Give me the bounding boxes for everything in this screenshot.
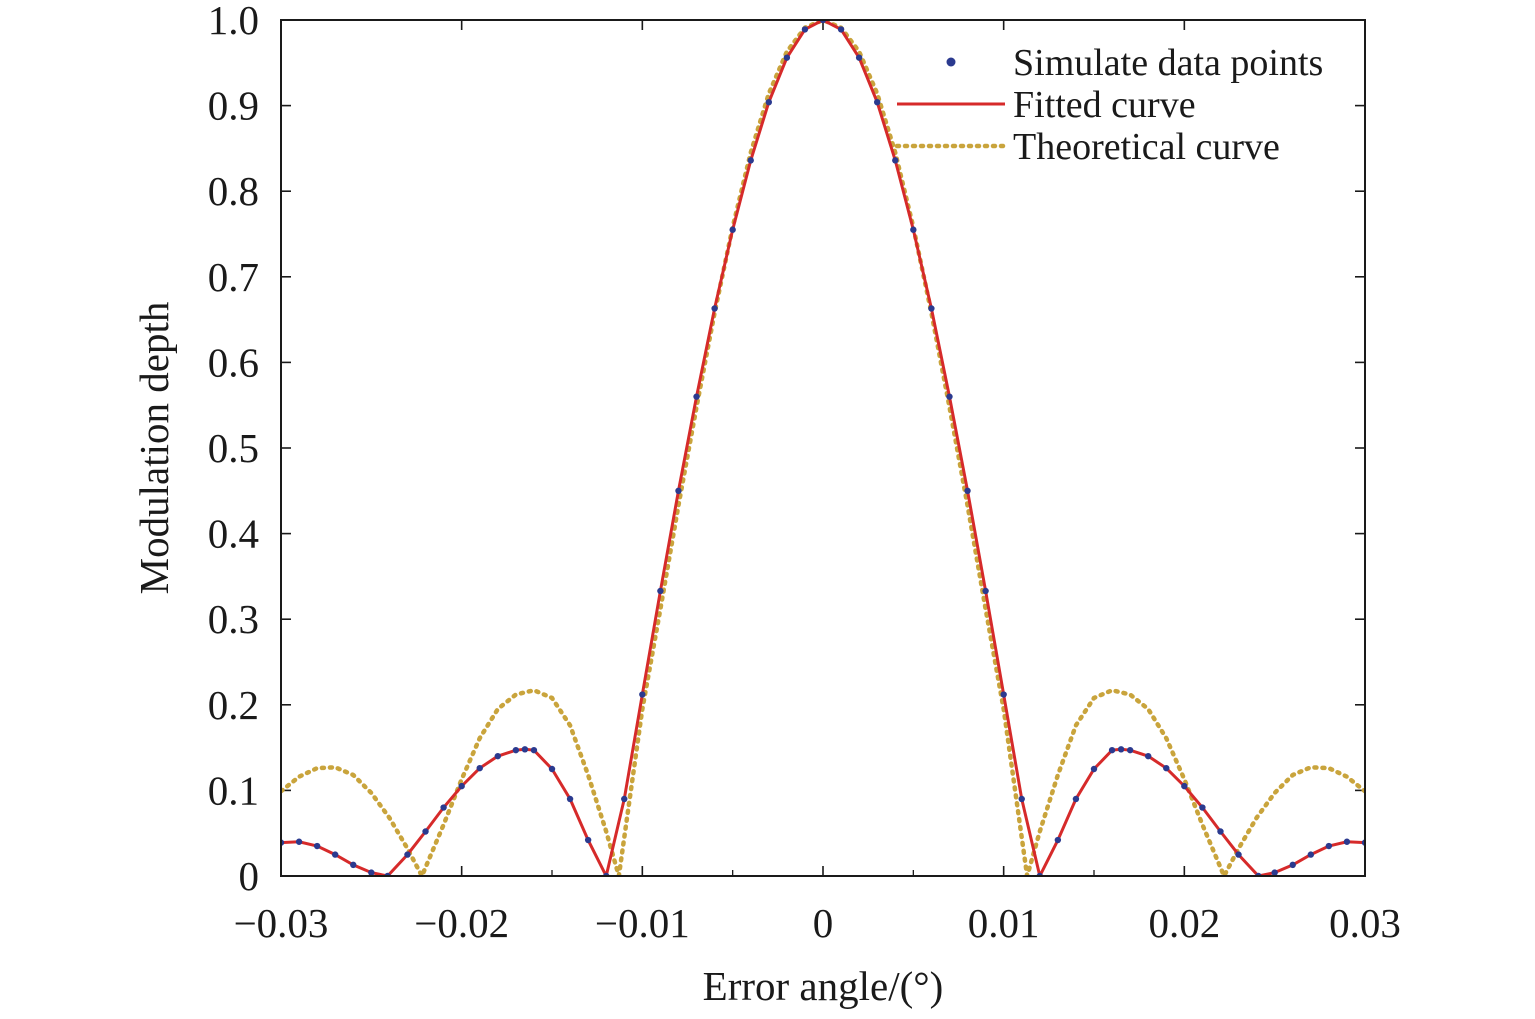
simulate-data-point [639,691,646,698]
y-tick-label: 0.6 [208,339,259,385]
simulate-data-point [1018,795,1025,803]
simulate-data-point [837,26,845,33]
simulate-data-point [1307,851,1315,858]
simulate-data-point [1343,838,1351,845]
x-tick-label: −0.01 [595,900,690,946]
simulate-data-point [675,487,682,494]
simulate-data-point [1181,782,1188,790]
simulate-data-point [964,487,971,494]
legend-marker-simulate [946,57,956,67]
simulate-data-point [1163,764,1170,772]
simulate-data-point [874,98,881,106]
simulate-data-point [855,54,863,61]
legend-label: Fitted curve [1013,84,1196,126]
simulate-data-point [566,795,574,803]
series-group [281,20,1365,876]
simulate-data-point [693,393,700,400]
y-tick-label: 0.1 [208,767,259,813]
frame-group [280,19,1366,877]
plot-frame [280,19,1366,877]
simulate-data-point [350,861,357,869]
simulate-data-point [928,305,935,312]
x-tick-label: −0.03 [234,900,329,946]
x-tick-label: 0 [813,900,834,946]
simulate-data-point [892,157,899,164]
y-tick-label: 1.0 [208,0,259,43]
y-tick-label: 0.7 [208,254,259,300]
simulate-data-point [512,746,520,754]
simulate-data-point [1126,746,1134,754]
simulate-data-point [440,804,447,811]
simulate-data-point [729,226,736,233]
simulate-data-point [1235,851,1242,858]
simulate-data-point [765,98,772,106]
y-tick-label: 0.5 [208,425,259,471]
simulate-data-point [982,587,989,595]
simulate-data-point [1217,828,1224,835]
simulate-data-point [368,869,375,876]
simulate-data-point [657,587,664,595]
simulate-data-point [313,842,321,850]
fitted-curve-line [281,20,1365,876]
simulate-data-point [946,393,953,400]
y-axis-title: Modulation depth [131,302,177,595]
simulate-data-point [1271,869,1278,876]
simulate-data-point [1108,746,1116,754]
simulate-data-point [1325,842,1333,850]
simulate-data-point [530,746,538,754]
simulate-data-point [476,764,483,772]
simulate-data-point [1054,836,1062,844]
simulate-data-point [404,851,411,858]
simulate-data-point [711,305,718,312]
simulate-data-point [1090,765,1098,773]
simulate-data-point [747,157,754,164]
simulate-data-point [1072,795,1080,803]
simulate-data-point [910,226,917,233]
simulate-data-point [548,765,556,773]
simulate-data-point [1289,861,1296,869]
y-tick-label: 0.8 [208,168,259,214]
legend-label: Simulate data points [1013,42,1323,84]
simulate-data-point [584,836,592,844]
simulate-data-point [521,746,529,753]
simulate-data-point [295,838,303,845]
simulate-data-point [1145,752,1152,760]
legend-label: Theoretical curve [1013,126,1280,168]
y-tick-label: 0.9 [208,83,259,129]
axes-group: −0.03 −0.02 −0.01 0 0.01 0.02 0.03 0 0.1 0.2 0.3 0.… [208,0,1401,946]
simulate-data-point [422,828,429,835]
x-axis-title: Error angle/(°) [703,963,944,1009]
simulate-data-point [621,795,628,803]
y-tick-label: 0.2 [208,682,259,728]
simulate-data-point [783,54,791,61]
simulate-data-point [1199,804,1206,811]
y-tick-label: 0 [239,853,260,899]
simulate-data-point [1117,746,1125,753]
y-tick-label: 0.3 [208,596,259,642]
x-tick-label: 0.03 [1329,900,1401,946]
simulate-data-point [1000,691,1007,698]
simulate-data-point [458,782,465,790]
x-tick-label: −0.02 [414,900,509,946]
y-tick-label: 0.4 [208,511,259,557]
simulate-data-point [801,26,809,33]
simulate-data-point [332,851,339,858]
x-tick-label: 0.01 [968,900,1040,946]
x-tick-label: 0.02 [1148,900,1220,946]
simulate-data-point [494,752,501,760]
